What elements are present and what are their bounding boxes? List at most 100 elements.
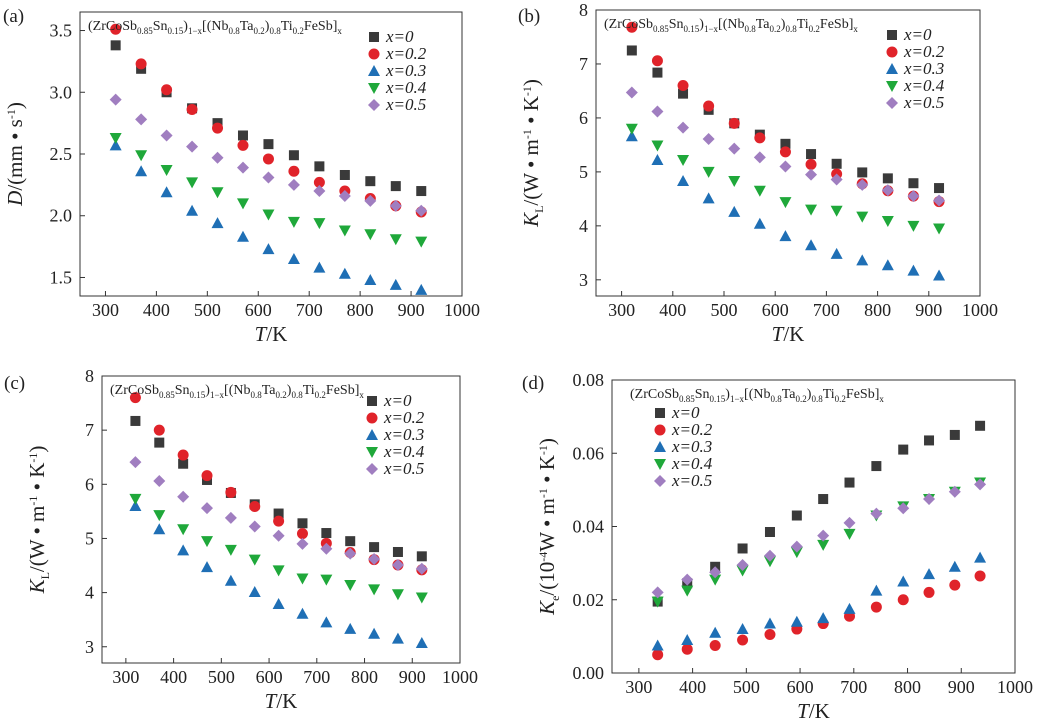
x-tick-label: 300: [625, 677, 652, 697]
y-tick-label: 7: [85, 420, 94, 440]
y-axis-label: KL/(W • m-1 • K-1): [519, 79, 546, 228]
data-point: [368, 627, 381, 639]
data-point: [652, 67, 663, 78]
x-tick-label: 800: [864, 300, 891, 320]
data-point: [237, 130, 248, 141]
data-point: [625, 86, 638, 99]
data-point: [201, 470, 213, 482]
data-point: [923, 568, 936, 580]
data-point: [975, 420, 986, 431]
data-point: [129, 392, 141, 404]
data-point: [389, 199, 402, 212]
data-point: [897, 594, 909, 606]
panel-label: (c): [4, 373, 25, 394]
series-x-0.2: [129, 392, 428, 576]
data-point: [415, 236, 428, 248]
legend: (ZrCoSb0.85Sn0.15)1−x[(Nb0.8Ta0.2)0.8Ti0…: [630, 387, 884, 490]
x-tick-label: 400: [679, 677, 706, 697]
data-point: [856, 254, 869, 266]
x-tick-label: 700: [303, 667, 330, 687]
data-point: [736, 558, 749, 571]
y-axis-label: Ke/(10-4W • m-1 • K-1): [535, 438, 562, 616]
data-point: [249, 501, 261, 513]
data-point: [830, 247, 843, 259]
legend-entry: x=0.4: [385, 78, 427, 97]
data-point: [870, 507, 883, 520]
legend: (ZrCoSb0.85Sn0.15)1−x[(Nb0.8Ta0.2)0.8Ti0…: [110, 383, 425, 478]
series-x-0.5: [109, 93, 428, 217]
data-point: [320, 574, 333, 586]
legend-entry: x=0: [385, 27, 414, 46]
legend-marker: [368, 48, 380, 60]
data-point: [709, 574, 722, 586]
data-point: [211, 187, 224, 199]
y-axis-label: KL/(W • m-1 • K-1): [25, 446, 52, 595]
data-point: [201, 536, 214, 548]
data-point: [764, 526, 775, 537]
data-point: [186, 140, 199, 153]
data-point: [201, 502, 214, 515]
data-point: [344, 622, 357, 634]
data-point: [805, 204, 818, 216]
y-tick-label: 7: [579, 54, 588, 74]
data-point: [248, 586, 261, 598]
data-point: [338, 225, 351, 237]
data-point: [313, 185, 326, 198]
data-point: [897, 575, 910, 587]
data-point: [178, 458, 189, 469]
legend-marker: [368, 83, 380, 94]
data-point: [338, 189, 351, 202]
data-point: [415, 636, 428, 648]
y-tick-label: 0.00: [573, 663, 605, 683]
x-tick-label: 700: [840, 677, 867, 697]
data-point: [321, 528, 332, 539]
data-point: [805, 168, 818, 181]
data-point: [186, 104, 198, 116]
data-point: [225, 486, 237, 498]
data-point: [135, 150, 148, 162]
data-point: [626, 21, 638, 33]
series-x-0.5: [651, 478, 987, 599]
data-point: [780, 138, 791, 149]
data-point: [856, 211, 869, 223]
y-tick-label: 1.5: [50, 267, 73, 287]
data-point: [287, 252, 300, 264]
data-point: [830, 205, 843, 217]
data-point: [201, 561, 214, 573]
data-point: [177, 524, 190, 536]
data-point: [790, 615, 803, 627]
data-point: [364, 194, 377, 207]
data-point: [110, 23, 122, 35]
legend-entry: x=0.3: [383, 425, 424, 444]
legend-entry: x=0: [383, 391, 412, 410]
data-point: [933, 194, 946, 207]
panel-label: (a): [3, 6, 24, 27]
data-point: [273, 515, 285, 527]
data-point: [224, 574, 237, 586]
data-point: [416, 186, 427, 197]
legend-entry: x=0.5: [903, 93, 944, 112]
x-tick-label: 300: [112, 667, 139, 687]
data-point: [651, 105, 664, 118]
data-point: [344, 547, 357, 560]
x-tick-label: 400: [659, 300, 686, 320]
x-tick-label: 700: [296, 300, 323, 320]
data-point: [677, 175, 690, 187]
data-point: [364, 229, 377, 241]
data-point: [224, 511, 237, 524]
x-tick-label: 800: [351, 667, 378, 687]
data-point: [831, 158, 842, 169]
y-tick-label: 5: [579, 162, 588, 182]
y-tick-label: 2.5: [50, 144, 73, 164]
data-point: [651, 639, 664, 651]
legend-entry: x=0: [671, 403, 700, 422]
data-point: [856, 178, 869, 191]
legend-marker: [366, 429, 378, 440]
data-point: [881, 184, 894, 197]
data-point: [135, 165, 148, 177]
legend-marker: [654, 459, 666, 470]
data-point: [805, 158, 817, 170]
x-tick-label: 400: [143, 300, 170, 320]
data-point: [753, 185, 766, 197]
